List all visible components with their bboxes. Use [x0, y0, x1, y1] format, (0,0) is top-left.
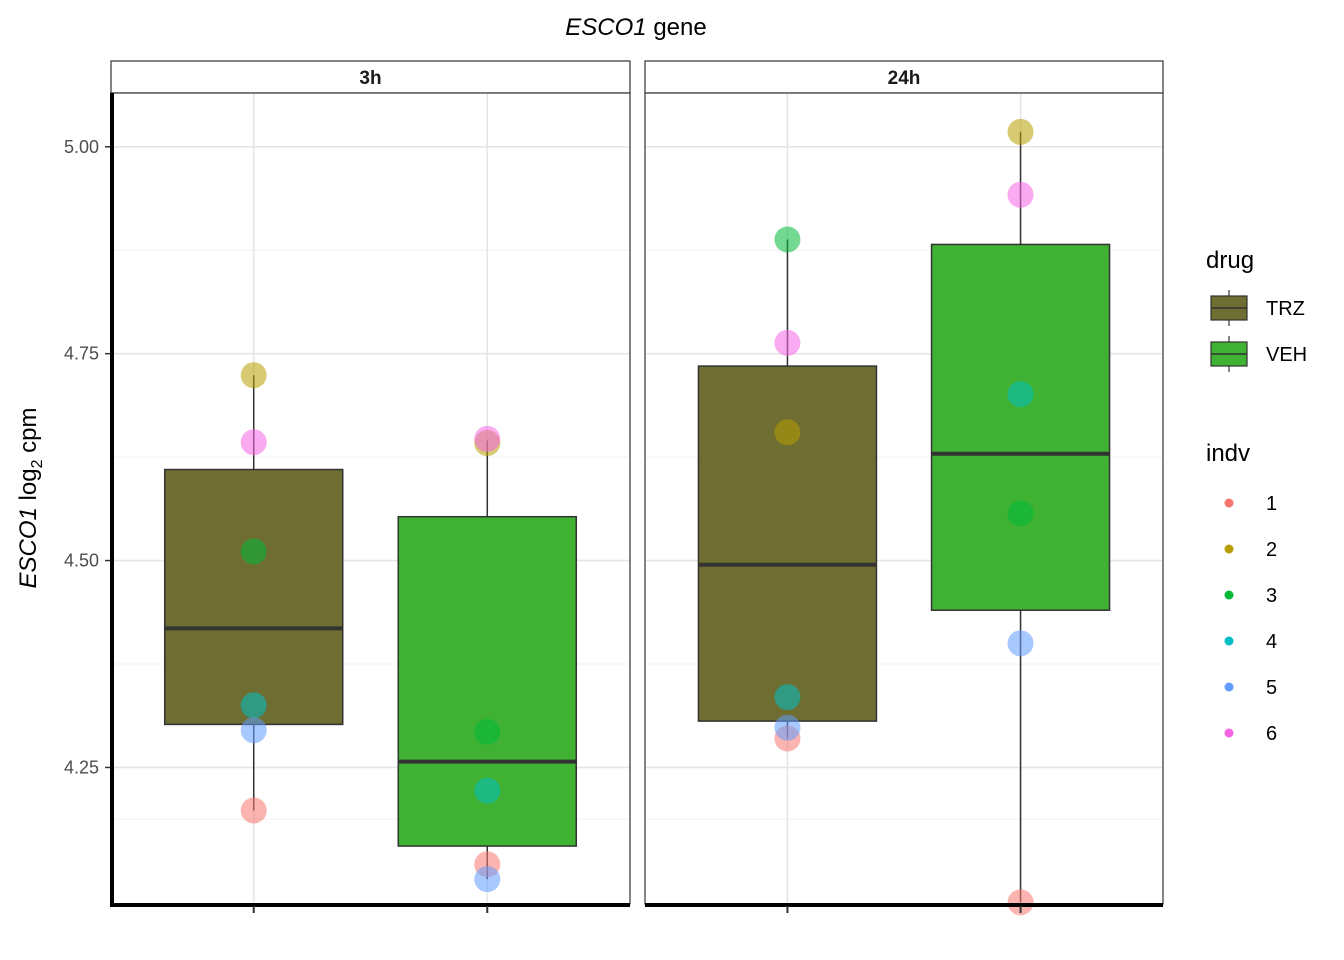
y-tick-label: 4.25	[64, 757, 99, 777]
point-indv-4	[1007, 381, 1034, 408]
y-axis-title-subscript: 2	[29, 459, 46, 468]
box-body	[930, 243, 1111, 611]
legend-indv-key	[1224, 682, 1234, 692]
legend-drug-title: drug	[1206, 247, 1254, 274]
legend-indv-key	[1224, 728, 1234, 738]
point-indv-6	[474, 425, 501, 452]
y-axis: 4.25 4.50 4.75 5.00	[64, 137, 111, 777]
legend-indv-label: 4	[1266, 631, 1277, 653]
point-indv-1	[240, 797, 267, 824]
plot-title-gene: ESCO1	[565, 14, 646, 41]
point-indv-1	[1007, 889, 1034, 916]
point-indv-3	[240, 538, 267, 565]
box-24h-TRZ	[697, 226, 878, 752]
plot-title: ESCO1 gene	[565, 14, 706, 41]
point-indv-5	[1007, 630, 1034, 657]
legend-indv-key	[1224, 590, 1234, 600]
y-axis-title: ESCO1 log2 cpm	[15, 408, 46, 589]
facet-panel-24h: 24h	[644, 60, 1164, 916]
legend-indv-title: indv	[1206, 440, 1250, 467]
point-indv-6	[240, 429, 267, 456]
facet-strip	[644, 60, 1164, 94]
y-tick-label: 4.50	[64, 551, 99, 571]
legend-indv-key	[1224, 498, 1234, 508]
box-3h-TRZ	[163, 362, 344, 824]
point-indv-5	[474, 866, 501, 893]
legend-drug-label: VEH	[1266, 344, 1307, 366]
point-indv-3	[1007, 500, 1034, 527]
point-indv-4	[474, 777, 501, 804]
facet-strip-label: 3h	[359, 68, 381, 89]
legend-indv: indv 1 2 3 4 5 6	[1206, 440, 1277, 745]
legend-drug-label: TRZ	[1266, 298, 1305, 320]
facet-strip-label: 24h	[888, 68, 921, 89]
point-indv-3	[474, 718, 501, 745]
plot-title-suffix: gene	[647, 14, 707, 41]
y-tick-label: 4.75	[64, 344, 99, 364]
point-indv-5	[774, 714, 801, 741]
legend-drug: drug TRZ VEH	[1206, 247, 1307, 372]
point-indv-2	[240, 362, 267, 389]
legend-indv-key	[1224, 636, 1234, 646]
point-indv-2	[1007, 118, 1034, 145]
point-indv-3	[774, 226, 801, 253]
legend-indv-label: 2	[1266, 539, 1277, 561]
box-3h-VEH	[397, 425, 578, 893]
legend-indv-label: 3	[1266, 585, 1277, 607]
facet-panel-3h: 3h	[110, 60, 631, 913]
point-indv-4	[240, 692, 267, 719]
legend-indv-key	[1224, 544, 1234, 554]
point-indv-5	[240, 717, 267, 744]
box-body	[163, 468, 344, 726]
y-tick-label: 5.00	[64, 137, 99, 157]
y-axis-title-unit: cpm	[15, 408, 42, 460]
facet-strip	[110, 60, 631, 94]
point-indv-4	[774, 684, 801, 711]
point-indv-6	[774, 329, 801, 356]
legend-indv-label: 5	[1266, 677, 1277, 699]
point-indv-2	[774, 419, 801, 446]
facet-panels: 3h 24h	[110, 60, 1164, 916]
y-axis-title-log: log	[15, 468, 42, 507]
box-24h-VEH	[930, 118, 1111, 916]
y-axis-title-gene: ESCO1	[15, 507, 42, 588]
legend-indv-label: 1	[1266, 493, 1277, 515]
legend-indv-label: 6	[1266, 723, 1277, 745]
point-indv-6	[1007, 181, 1034, 208]
